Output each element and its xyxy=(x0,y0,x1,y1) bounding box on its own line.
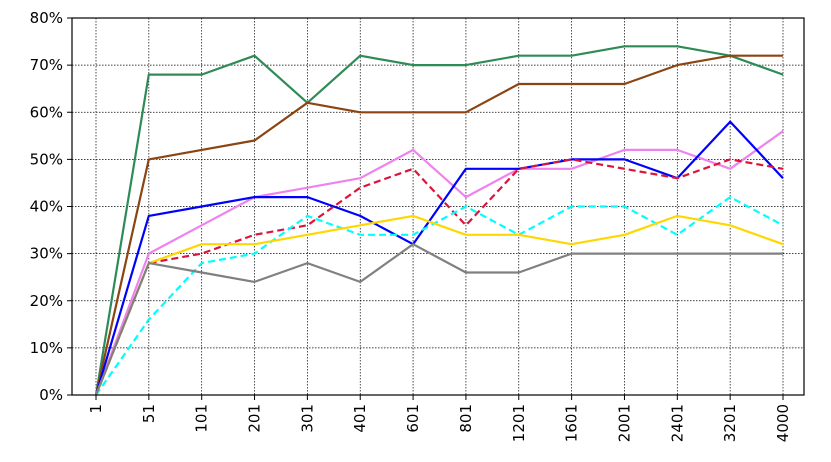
y-tick-label: 80% xyxy=(30,9,63,27)
y-tick-label: 30% xyxy=(30,245,63,263)
series-line-4 xyxy=(94,120,784,396)
x-tick-label: 2401 xyxy=(668,404,686,442)
series-line-5 xyxy=(94,158,784,396)
y-axis-ticks: 0% 10% 20% 30% 40% 50% 60% 70% 80% xyxy=(30,9,72,404)
y-tick-label: 40% xyxy=(30,198,63,216)
x-tick-label: 1 xyxy=(87,404,105,414)
x-tick-label: 51 xyxy=(140,404,158,423)
x-tick-label: 301 xyxy=(298,404,316,433)
series-line-1 xyxy=(94,45,784,396)
x-tick-label: 201 xyxy=(246,404,264,433)
y-tick-label: 60% xyxy=(30,103,63,121)
x-tick-label: 801 xyxy=(457,404,475,433)
y-tick-label: 70% xyxy=(30,56,63,74)
series-line-2 xyxy=(94,54,783,396)
y-tick-label: 20% xyxy=(30,292,63,310)
y-tick-label: 0% xyxy=(39,386,63,404)
x-axis-ticks: 1 51 101 201 301 401 601 801 1201 1601 2001 2401 320… xyxy=(87,395,792,442)
y-tick-label: 10% xyxy=(30,339,63,357)
series-line-8 xyxy=(94,243,783,396)
x-tick-label: 4000 xyxy=(774,404,792,442)
series-lines xyxy=(94,45,784,396)
x-tick-label: 1201 xyxy=(510,404,528,442)
x-tick-label: 601 xyxy=(404,404,422,433)
x-tick-label: 2001 xyxy=(615,404,633,442)
x-tick-label: 101 xyxy=(193,404,211,433)
x-tick-label: 1601 xyxy=(563,404,581,442)
y-tick-label: 50% xyxy=(30,150,63,168)
series-line-6 xyxy=(95,196,784,396)
x-tick-label: 3201 xyxy=(721,404,739,442)
series-line-3 xyxy=(94,130,784,396)
x-tick-label: 401 xyxy=(351,404,369,433)
series-line-7 xyxy=(94,214,784,396)
